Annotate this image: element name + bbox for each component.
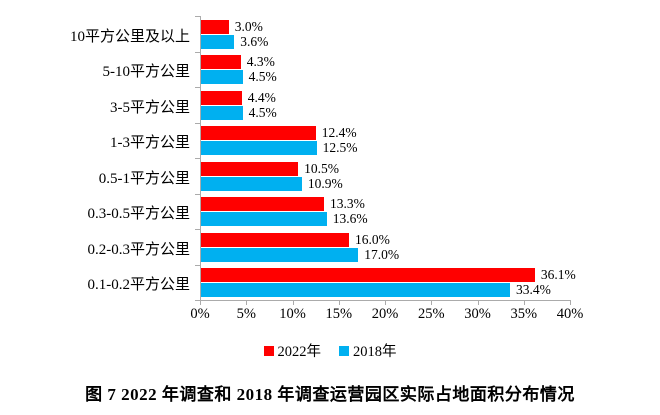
x-axis-tick-label: 5% xyxy=(236,306,256,322)
plot-area: 3.0% 4.3% 4.4% 12.4% 10.5% 13.3% 16.0% 36.1% 3.6… xyxy=(200,16,576,301)
bar-2018年 xyxy=(201,34,235,49)
data-label: 4.3% xyxy=(246,54,275,69)
x-axis-tick-label: 15% xyxy=(325,306,353,322)
y-axis-tick xyxy=(195,16,200,17)
y-axis-tick xyxy=(195,122,200,124)
x-axis-tick-label: 40% xyxy=(556,306,584,322)
x-axis-tick xyxy=(523,301,525,305)
y-axis-tick xyxy=(195,229,200,230)
bar-2018年 xyxy=(201,70,243,84)
category-label: 1-3平方公里 xyxy=(110,135,190,152)
bar-2018年 xyxy=(201,105,243,120)
category-label: 5-10平方公里 xyxy=(102,64,191,81)
bar-2022年 xyxy=(201,19,229,34)
bar-2018年 xyxy=(201,212,327,226)
bar-2018年 xyxy=(201,141,317,155)
legend-item: 2018年 xyxy=(339,340,397,361)
legend-swatch-2018年 xyxy=(339,345,349,356)
bar-2022年 xyxy=(201,55,241,69)
bar-2022年 xyxy=(201,268,535,282)
figure-caption: 图 7 2022 年调查和 2018 年调查运营园区实际占地面积分布情况 xyxy=(85,385,575,404)
x-axis-tick xyxy=(570,301,571,305)
data-label: 12.4% xyxy=(321,125,357,140)
legend-label: 2018年 xyxy=(353,344,397,360)
category-label: 0.1-0.2平方公里 xyxy=(87,277,191,294)
legend: 2022年 2018年 xyxy=(0,340,660,361)
x-axis-tick xyxy=(338,301,340,305)
data-label: 13.3% xyxy=(330,196,365,211)
x-axis-tick xyxy=(477,301,479,305)
legend-swatch-2022年 xyxy=(263,345,274,356)
bar-2022年 xyxy=(201,232,349,247)
x-axis-tick xyxy=(200,301,201,305)
bar-2018年 xyxy=(201,283,510,297)
data-label: 12.5% xyxy=(322,140,358,155)
data-label: 33.4% xyxy=(515,282,551,297)
x-axis-tick xyxy=(292,301,294,305)
bar-2022年 xyxy=(201,161,299,176)
x-axis-tick-label: 35% xyxy=(510,306,538,322)
y-axis-tick xyxy=(195,300,200,301)
legend-label: 2022年 xyxy=(277,344,322,360)
category-label: 10平方公里及以上 xyxy=(69,28,190,45)
x-axis-tick-label: 25% xyxy=(417,306,445,322)
y-axis-tick xyxy=(195,87,200,88)
x-axis-tick-label: 0% xyxy=(190,306,210,322)
category-label: 0.3-0.5平方公里 xyxy=(87,206,191,223)
data-label: 17.0% xyxy=(364,246,400,262)
x-axis-tick-label: 20% xyxy=(371,306,399,322)
category-label: 0.2-0.3平方公里 xyxy=(87,241,191,258)
x-axis-tick xyxy=(246,301,248,305)
data-label: 4.5% xyxy=(248,69,277,84)
category-label: 0.5-1平方公里 xyxy=(98,170,190,187)
data-label: 3.0% xyxy=(234,18,263,34)
bar-2022年 xyxy=(201,197,325,211)
data-label: 4.4% xyxy=(247,89,276,105)
bar-2018年 xyxy=(201,247,359,262)
y-axis-tick xyxy=(195,193,200,195)
category-label: 3-5平方公里 xyxy=(110,99,190,116)
data-label: 16.0% xyxy=(355,231,390,247)
y-axis-tick xyxy=(195,264,200,266)
x-axis-tick xyxy=(385,301,386,305)
bar-2022年 xyxy=(201,126,316,140)
x-axis-tick-label: 10% xyxy=(279,306,306,322)
y-axis-tick xyxy=(195,51,200,53)
x-axis-tick-label: 30% xyxy=(464,306,491,322)
data-label: 3.6% xyxy=(240,33,269,49)
bar-2022年 xyxy=(201,90,242,105)
y-axis-tick xyxy=(195,158,200,159)
x-axis-tick xyxy=(431,301,433,305)
legend-item: 2022年 xyxy=(263,340,322,361)
data-label: 10.9% xyxy=(307,175,343,191)
data-label: 13.6% xyxy=(332,211,368,226)
data-label: 10.5% xyxy=(304,160,339,176)
data-label: 4.5% xyxy=(248,104,277,120)
data-label: 36.1% xyxy=(540,267,576,282)
bar-2018年 xyxy=(201,176,302,191)
